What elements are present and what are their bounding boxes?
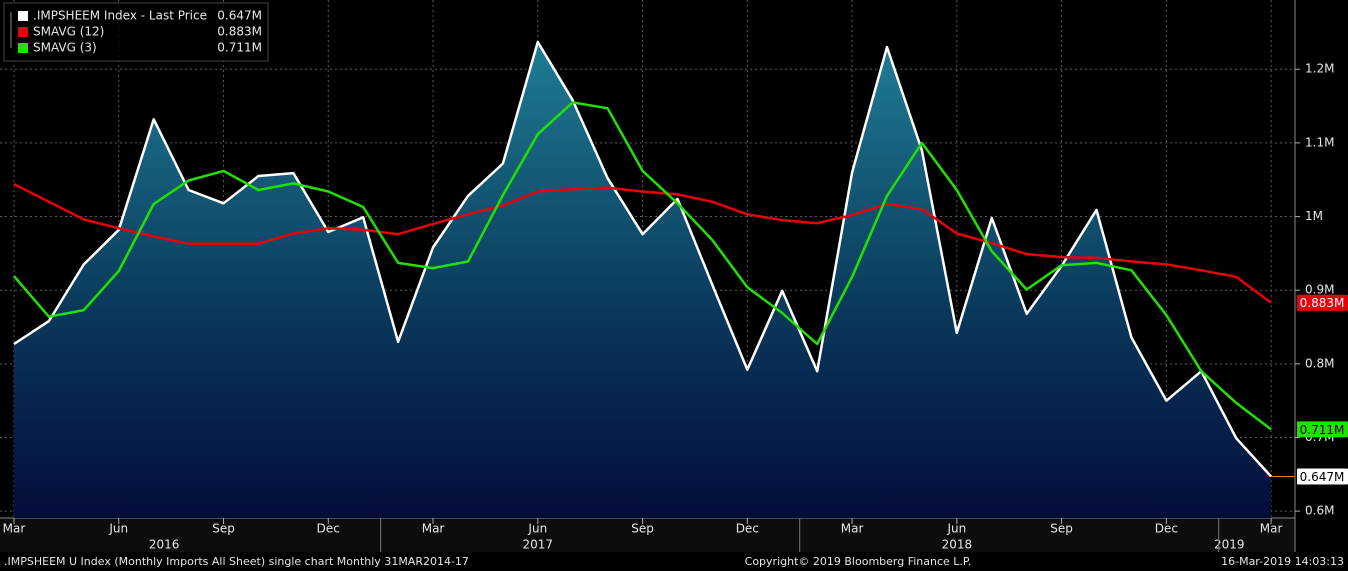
last-value-label: 0.647M (1300, 470, 1345, 484)
legend-label: .IMPSHEEM Index - Last Price (33, 9, 207, 23)
x-tick-label: Dec (736, 522, 759, 536)
x-tick-label: Dec (317, 522, 340, 536)
last-value-tag (1297, 294, 1348, 311)
legend-label: SMAVG (3) (33, 41, 97, 55)
x-tick-label: Jun (108, 522, 128, 536)
x-tick-label: Dec (1155, 522, 1178, 536)
legend: .IMPSHEEM Index - Last Price 0.647M SMAVG … (3, 2, 269, 62)
line (13, 101, 1272, 431)
footer-right: 16-Mar-2019 14:03:13 (1221, 555, 1344, 568)
year-label: 2018 (942, 538, 973, 552)
x-axis-band (0, 518, 1295, 552)
axis-layer: 0.6M0.7M0.8M0.9M1M1.1M1.2MMarJunSepDecMa… (3, 62, 1348, 552)
legend-swatch (18, 11, 28, 21)
legend-value: 0.711M (217, 41, 262, 55)
y-tick-label: 0.8M (1305, 356, 1334, 370)
line (13, 182, 1272, 304)
last-value-tag (1297, 421, 1348, 438)
year-label: 2017 (523, 538, 554, 552)
legend-label: SMAVG (12) (33, 25, 104, 39)
x-tick-label: Sep (1050, 522, 1073, 536)
y-tick-label: 1.1M (1305, 135, 1334, 149)
x-tick-label: Sep (631, 522, 654, 536)
x-tick-label: Sep (212, 522, 235, 536)
area (14, 42, 1272, 518)
legend-swatch (18, 27, 28, 37)
x-tick-label: Mar (841, 522, 864, 536)
legend-value: 0.883M (217, 25, 262, 39)
y-tick-label: 1.2M (1305, 62, 1334, 76)
x-tick-label: Mar (422, 522, 445, 536)
legend-box (3, 2, 269, 62)
y-tick-label: 0.9M (1305, 283, 1334, 297)
x-tick-label: Mar (3, 522, 26, 536)
x-tick-label: Mar (1260, 522, 1283, 536)
footer-center: Copyright© 2019 Bloomberg Finance L.P. (745, 555, 972, 568)
year-label: 2016 (149, 538, 180, 552)
last-value-label: 0.711M (1300, 423, 1345, 437)
footer-left: .IMPSHEEM U Index (Monthly Imports All S… (4, 555, 469, 568)
x-tick-label: Jun (946, 522, 966, 536)
plot-layer (13, 40, 1273, 518)
y-tick-label: 1M (1305, 209, 1323, 223)
y-tick-label: 0.6M (1305, 504, 1334, 518)
year-label: 2019 (1214, 538, 1245, 552)
last-value-tag (1297, 468, 1348, 485)
x-tick-label: Jun (527, 522, 547, 536)
last-value-label: 0.883M (1300, 296, 1345, 310)
legend-swatch (18, 43, 28, 53)
legend-value: 0.647M (217, 9, 262, 23)
